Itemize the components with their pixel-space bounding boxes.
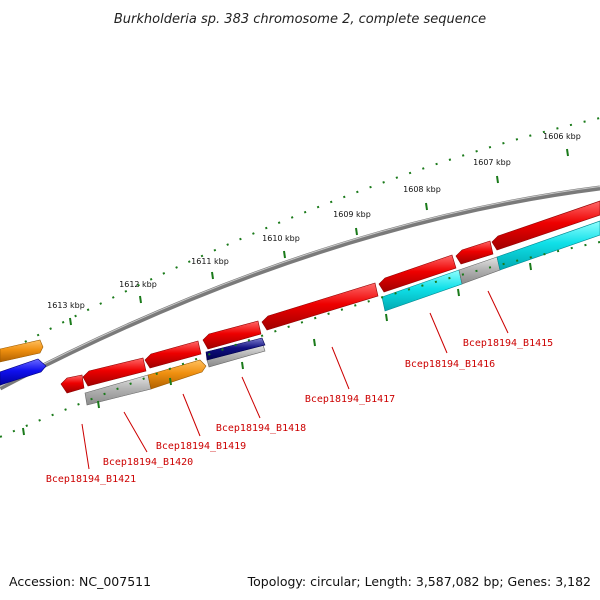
gene-label-b1419[interactable]: Bcep18194_B1419: [156, 441, 246, 452]
outer-major-tick: [566, 148, 569, 157]
gene-label-b1417[interactable]: Bcep18194_B1417: [305, 394, 395, 405]
kbp-label: 1608 kbp: [403, 185, 441, 194]
leader-b1415: [487, 290, 509, 334]
gene-arrow-b1419[interactable]: [147, 359, 207, 390]
leader-b1418: [241, 376, 261, 419]
outer-tick-track: [0, 117, 600, 356]
gene-label-b1415[interactable]: Bcep18194_B1415: [463, 338, 553, 349]
kbp-label: 1606 kbp: [543, 132, 581, 141]
outer-major-tick: [425, 202, 428, 211]
gene-arrow-b1416-upper[interactable]: [378, 254, 457, 293]
inner-major-tick: [313, 338, 316, 347]
outer-major-tick: [496, 175, 499, 184]
gene-arrow-b1421[interactable]: [60, 374, 85, 394]
gene-arrow-red-right[interactable]: [491, 200, 600, 251]
outer-major-tick: [355, 227, 358, 236]
chromosome-backbone: [0, 185, 600, 391]
outer-major-tick: [211, 271, 214, 280]
backbone-highlight: [0, 186, 600, 387]
gene-arrow-b1415-upper[interactable]: [455, 240, 494, 265]
gene-label-b1416[interactable]: Bcep18194_B1416: [405, 359, 495, 370]
outer-major-tick: [139, 295, 142, 304]
gene-arrow-cyan-right[interactable]: [496, 220, 600, 271]
inner-major-tick: [385, 313, 388, 322]
inner-major-tick: [169, 377, 172, 386]
kbp-label: 1612 kbp: [119, 280, 157, 289]
gene-arrow-b1419-upper[interactable]: [144, 340, 202, 369]
gene-arrow-orange-left[interactable]: [0, 339, 44, 363]
outer-major-tick: [283, 250, 286, 259]
inner-major-tick: [241, 361, 244, 370]
inner-major-tick: [529, 262, 532, 271]
label-leaders: [81, 290, 509, 470]
gene-label-b1421[interactable]: Bcep18194_B1421: [46, 474, 136, 485]
inner-major-tick: [22, 427, 25, 436]
inner-major-tick: [457, 288, 460, 297]
kbp-label: 1611 kbp: [191, 257, 229, 266]
gene-arrow-b1418[interactable]: [205, 337, 266, 361]
kbp-label: 1610 kbp: [262, 234, 300, 243]
leader-b1417: [331, 346, 350, 390]
accession-text: Accession: NC_007511: [9, 574, 151, 589]
kbp-label: 1607 kbp: [473, 158, 511, 167]
map-title: Burkholderia sp. 383 chromosome 2, compl…: [114, 12, 486, 27]
leader-b1421: [81, 423, 90, 470]
inner-tick-track: [0, 241, 600, 438]
inner-major-tick: [97, 400, 100, 409]
leader-b1416: [429, 312, 448, 354]
gene-arrow-blue-left[interactable]: [0, 358, 47, 386]
leader-b1420: [123, 411, 148, 453]
gene-label-b1420[interactable]: Bcep18194_B1420: [103, 457, 193, 468]
gene-arrow-b1420-upper[interactable]: [82, 357, 147, 387]
outer-major-tick: [69, 317, 72, 326]
kbp-label: 1613 kbp: [47, 301, 85, 310]
gene-arrow-b1418-upper[interactable]: [202, 320, 262, 350]
kbp-label: 1609 kbp: [333, 210, 371, 219]
backbone-line: [0, 185, 600, 391]
gene-arrow-b1417[interactable]: [261, 282, 379, 331]
gene-label-b1418[interactable]: Bcep18194_B1418: [216, 423, 306, 434]
leader-b1419: [182, 393, 201, 437]
topology-text: Topology: circular; Length: 3,587,082 bp…: [247, 574, 591, 589]
